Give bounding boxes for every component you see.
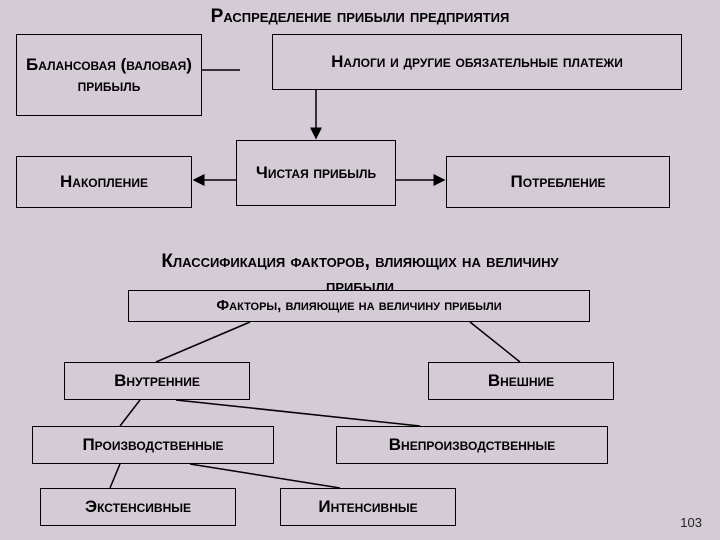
page-title: Распределение прибыли предприятия <box>0 0 720 28</box>
box-production: Производственные <box>32 426 274 464</box>
box-extensive: Экстенсивные <box>40 488 236 526</box>
box-taxes: Налоги и другие обязательные платежи <box>272 34 682 90</box>
box-intensive: Интенсивные <box>280 488 456 526</box>
box-nonproduction: Внепроизводственные <box>336 426 608 464</box>
section-heading-line1: Классификация факторов, влияющих на вели… <box>161 251 558 272</box>
box-balance: Балансовая (валовая) прибыль <box>16 34 202 116</box>
box-net-profit: Чистая прибыль <box>236 140 396 206</box>
page-number: 103 <box>680 515 702 530</box>
box-internal: Внутренние <box>64 362 250 400</box>
box-accumulation: Накопление <box>16 156 192 208</box>
box-factors-top: Факторы, влияющие на величину прибыли <box>128 290 590 322</box>
box-external: Внешние <box>428 362 614 400</box>
box-consumption: Потребление <box>446 156 670 208</box>
